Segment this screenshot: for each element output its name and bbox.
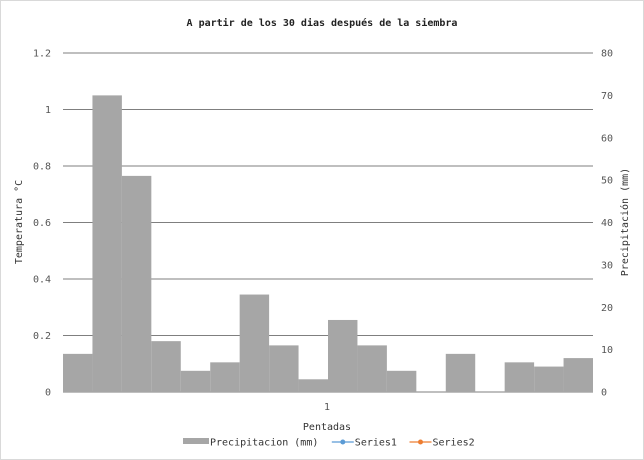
bar bbox=[269, 345, 299, 392]
bar bbox=[151, 341, 181, 392]
bars bbox=[63, 95, 593, 392]
legend-item: Precipitacion (mm) bbox=[183, 438, 318, 449]
y-tick-label-left: 0.4 bbox=[33, 275, 51, 286]
bar bbox=[180, 370, 211, 392]
y-tick-label-left: 0.2 bbox=[33, 331, 51, 342]
bar bbox=[210, 362, 240, 392]
y-axis-right-label: Precipitación (mm) bbox=[619, 168, 631, 276]
x-tick-label: 1 bbox=[324, 402, 330, 413]
bar bbox=[386, 370, 417, 392]
bar bbox=[534, 366, 564, 392]
y-tick-label-right: 30 bbox=[601, 260, 613, 271]
y-tick-label-left: 1 bbox=[45, 105, 51, 116]
y-axis-right-ticks: 0 10 20 30 40 50 60 70 80 bbox=[601, 49, 613, 399]
y-axis-left-label: Temperatura °C bbox=[14, 180, 25, 264]
y-tick-label-right: 50 bbox=[601, 176, 613, 187]
y-tick-label-right: 0 bbox=[601, 388, 607, 399]
y-axis-left-ticks: 0 0.2 0.4 0.6 0.8 1 1.2 bbox=[33, 49, 51, 399]
legend-swatch bbox=[183, 438, 209, 444]
y-tick-label-left: 1.2 bbox=[33, 49, 51, 60]
y-tick-label-left: 0 bbox=[45, 388, 51, 399]
bar bbox=[298, 379, 328, 392]
y-tick-label-left: 0.8 bbox=[33, 162, 51, 173]
bar bbox=[239, 294, 270, 392]
bar bbox=[445, 353, 476, 392]
bar bbox=[563, 358, 593, 392]
y-tick-label-right: 20 bbox=[601, 303, 613, 314]
legend-item: Series1 bbox=[331, 438, 397, 449]
y-tick-label-right: 60 bbox=[601, 133, 613, 144]
legend-marker bbox=[418, 439, 423, 445]
legend: Precipitacion (mm) Series1 Series2 bbox=[183, 438, 475, 449]
bar bbox=[121, 175, 152, 392]
legend-label: Precipitacion (mm) bbox=[210, 438, 318, 449]
y-tick-label-right: 80 bbox=[601, 49, 613, 60]
legend-item: Series2 bbox=[409, 438, 475, 449]
legend-label: Series1 bbox=[355, 438, 397, 449]
bar bbox=[92, 95, 122, 392]
legend-label: Series2 bbox=[433, 438, 475, 449]
bar bbox=[504, 362, 535, 392]
x-axis-label: Pentadas bbox=[303, 422, 351, 433]
y-tick-label-right: 40 bbox=[601, 218, 613, 229]
bar bbox=[63, 353, 93, 392]
y-tick-label-right: 70 bbox=[601, 91, 613, 102]
legend-marker bbox=[340, 439, 346, 445]
bar bbox=[328, 319, 358, 392]
y-tick-label-right: 10 bbox=[601, 345, 613, 356]
bar bbox=[357, 345, 387, 392]
chart-title: A partir de los 30 dias después de la si… bbox=[187, 17, 458, 29]
y-tick-label-left: 0.6 bbox=[33, 218, 51, 229]
